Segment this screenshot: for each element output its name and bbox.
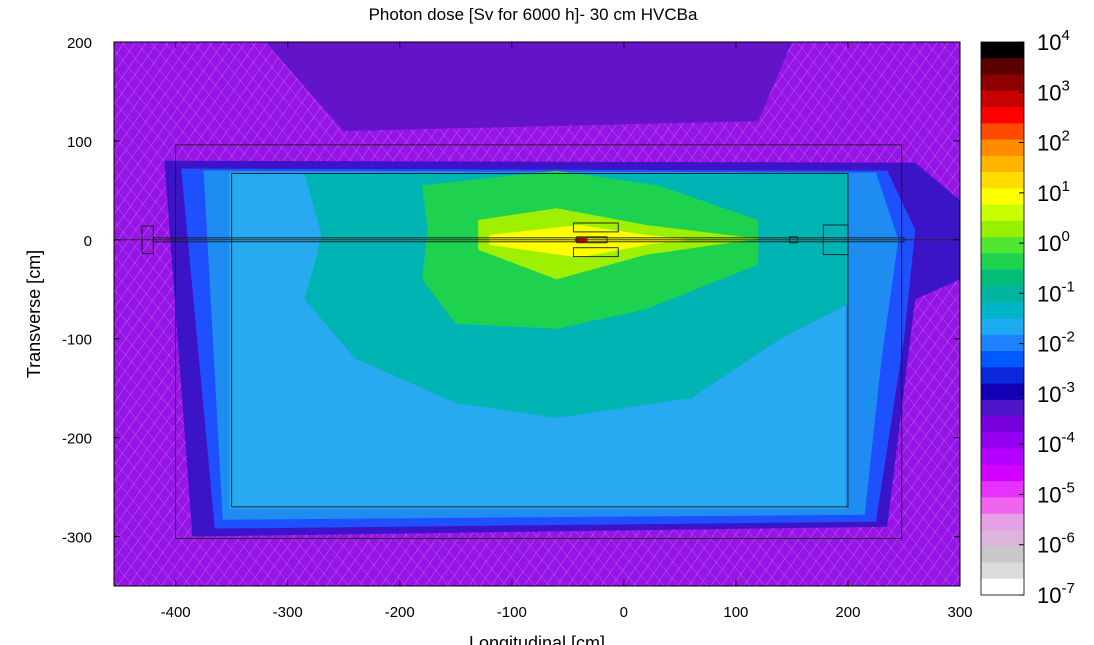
outer-shield-outline <box>175 144 903 539</box>
colorbar-swatch <box>981 74 1024 92</box>
colorbar-label: 102 <box>1037 128 1070 156</box>
colorbar-labels: 104 103 102 101 100 10-1 10-2 10-3 10-4 10-5 10-6 1… <box>1019 27 1075 608</box>
colorbar-label: 10-3 <box>1037 379 1075 407</box>
colorbar-label: 100 <box>1037 228 1070 256</box>
colorbar-swatch <box>981 497 1024 515</box>
region-core <box>489 225 692 258</box>
colorbar-swatch <box>981 302 1024 320</box>
y-axis-label: Transverse [cm] <box>24 250 44 378</box>
geometry-outlines <box>114 144 960 539</box>
x-tick-label: -200 <box>385 604 415 621</box>
x-tick-label: -400 <box>161 604 191 621</box>
x-axis: -400 -300 -200 -100 0 100 200 300 <box>161 42 973 621</box>
x-tick-label: 100 <box>723 604 748 621</box>
x-tick-label: 300 <box>947 604 972 621</box>
x-axis-label: Longitudinal [cm] <box>469 633 605 645</box>
colorbar-swatch <box>981 269 1024 287</box>
colorbar-label: 10-5 <box>1037 479 1075 507</box>
colorbar-swatch <box>981 204 1024 222</box>
x-tick-label: 0 <box>620 604 628 621</box>
colorbar-swatch <box>981 578 1024 596</box>
colorbar-label: 104 <box>1037 27 1070 55</box>
colorbar-swatch <box>981 253 1024 271</box>
colorbar-label: 10-4 <box>1037 429 1075 457</box>
y-tick-label: -100 <box>62 332 92 349</box>
colorbar-swatch <box>981 285 1024 303</box>
colorbar-swatch <box>981 546 1024 564</box>
colorbar-swatch <box>981 58 1024 76</box>
colorbar-swatch <box>981 432 1024 450</box>
y-axis: 200 100 0 -100 -200 -300 <box>62 35 960 547</box>
dose-heatmap <box>114 42 960 586</box>
colorbar-swatch <box>981 529 1024 547</box>
y-tick-label: 0 <box>84 233 92 250</box>
colorbar-label: 103 <box>1037 77 1070 105</box>
colorbar-swatch <box>981 220 1024 238</box>
colorbar-swatch <box>981 90 1024 108</box>
region-upper-dark <box>265 42 792 131</box>
colorbar-swatch <box>981 334 1024 352</box>
colorbar-swatch <box>981 172 1024 189</box>
x-tick-label: 200 <box>835 604 860 621</box>
colorbar-label: 10-7 <box>1037 580 1075 608</box>
colorbar-swatch <box>981 42 1024 59</box>
cavity-outline <box>231 173 849 508</box>
colorbar-swatch <box>981 464 1024 482</box>
plot-frame <box>113 41 961 587</box>
y-tick-label: -200 <box>62 431 92 448</box>
colorbar-swatch <box>981 188 1024 206</box>
colorbar-swatch <box>981 513 1024 531</box>
colorbar <box>980 41 1025 596</box>
colorbar-swatch <box>981 399 1024 417</box>
magnet-upper-outline <box>572 222 619 233</box>
colorbar-swatch <box>981 351 1024 368</box>
colorbar-swatch <box>981 237 1024 255</box>
y-tick-label: 200 <box>67 35 92 52</box>
colorbar-label: 10-6 <box>1037 530 1075 558</box>
chart-title: Photon dose [Sv for 6000 h]- 30 cm HVCBa <box>369 5 698 24</box>
colorbar-swatch <box>981 367 1024 385</box>
colorbar-swatch <box>981 383 1024 401</box>
x-tick-label: -300 <box>273 604 303 621</box>
colorbar-swatch <box>981 318 1024 336</box>
colorbar-swatch <box>981 123 1024 141</box>
colorbar-swatch <box>981 481 1024 499</box>
colorbar-label: 10-1 <box>1037 278 1075 306</box>
colorbar-swatch <box>981 107 1024 124</box>
colorbar-swatch <box>981 562 1024 580</box>
x-tick-label: -100 <box>497 604 527 621</box>
colorbar-swatch <box>981 416 1024 433</box>
colorbar-label: 10-2 <box>1037 329 1075 357</box>
y-tick-label: -300 <box>62 530 92 547</box>
colorbar-label: 101 <box>1037 178 1070 206</box>
colorbar-swatch <box>981 448 1024 466</box>
colorbar-swatch <box>981 139 1024 157</box>
colorbar-frame <box>980 41 1025 596</box>
y-tick-label: 100 <box>67 134 92 151</box>
colorbar-swatch <box>981 155 1024 173</box>
magnet-lower-outline <box>572 247 619 258</box>
